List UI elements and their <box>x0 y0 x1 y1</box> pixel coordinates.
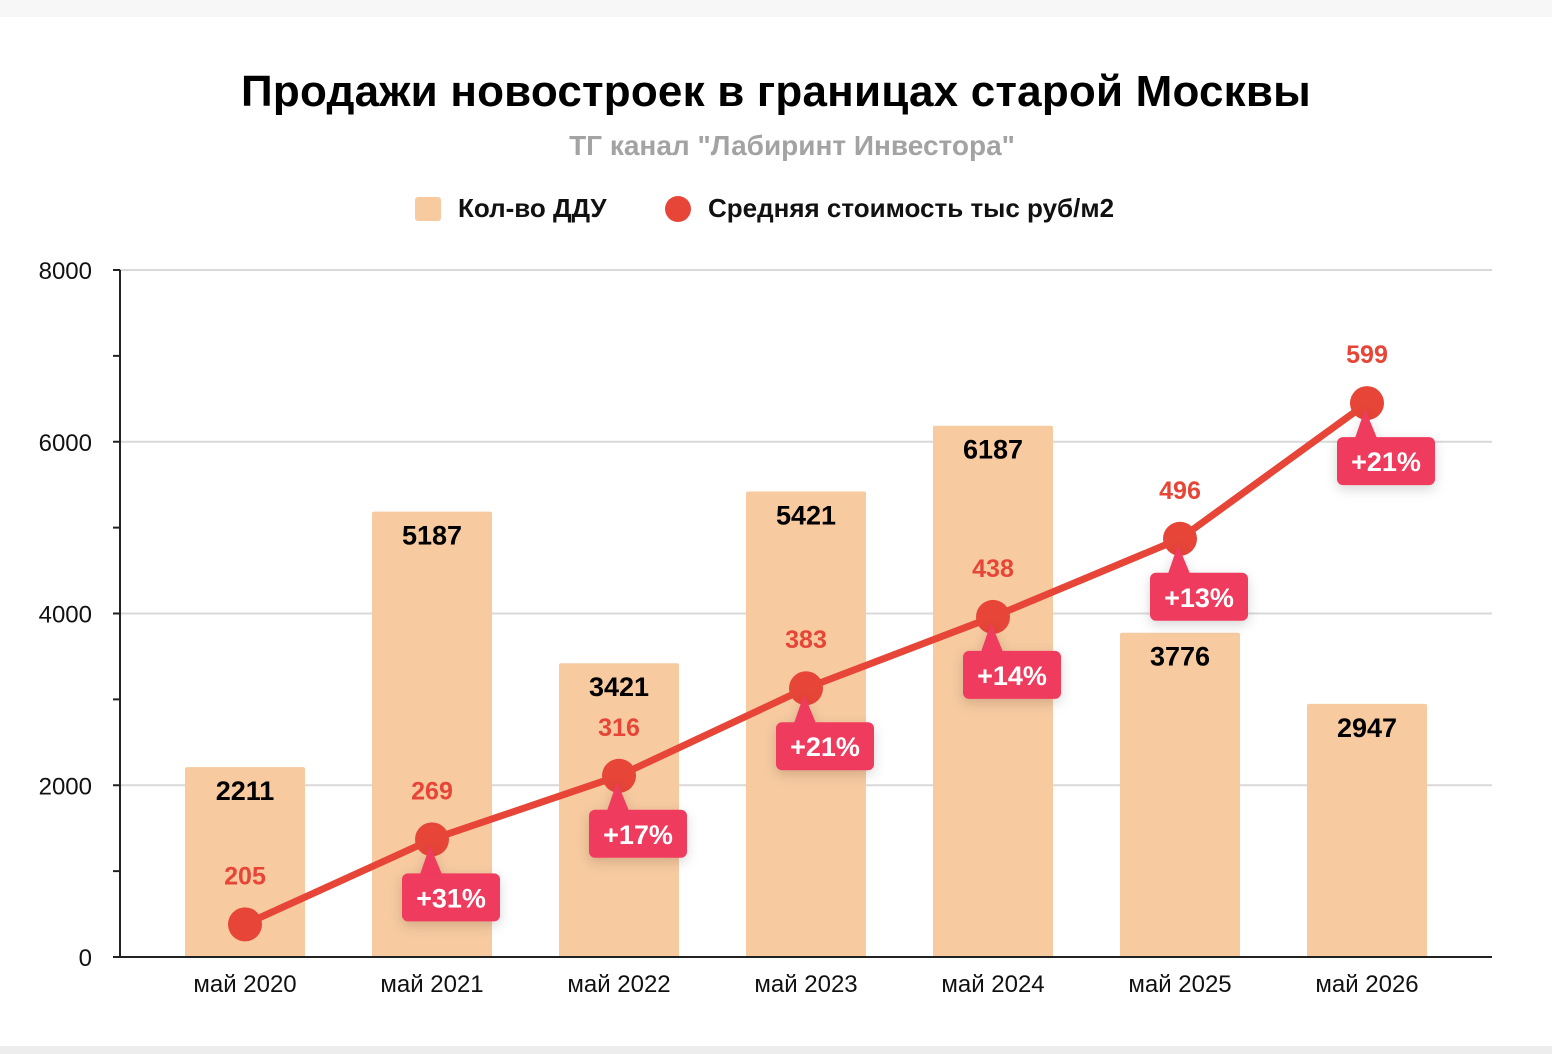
bar-value-label: 6187 <box>963 435 1023 465</box>
x-tick-label: май 2021 <box>380 971 483 998</box>
badge-box <box>1337 437 1435 486</box>
chart-title: Продажи новостроек в границах старой Мос… <box>241 67 1311 116</box>
bar[interactable] <box>1120 632 1240 957</box>
badge-box <box>402 873 500 922</box>
badge-pointer <box>981 622 1003 652</box>
legend-line-label: Средняя стоимость тыс руб/м2 <box>708 193 1115 223</box>
x-tick-label: май 2022 <box>567 971 670 998</box>
bar[interactable] <box>372 511 492 957</box>
bar-value-label: 3776 <box>1150 642 1210 672</box>
badge-box <box>776 722 874 771</box>
line-point[interactable] <box>228 907 262 942</box>
badge-box <box>1150 572 1248 621</box>
change-badge: +14% <box>963 622 1061 699</box>
point-value-label: 496 <box>1159 477 1201 505</box>
line-point[interactable] <box>1163 521 1197 556</box>
point-value-label: 599 <box>1346 341 1388 369</box>
legend-bar-swatch <box>415 197 441 221</box>
x-tick-label: май 2020 <box>193 971 296 998</box>
legend-dot-swatch <box>665 196 691 222</box>
change-badge: +21% <box>776 694 874 771</box>
bar-value-label: 2947 <box>1337 713 1397 743</box>
bar-value-label: 5421 <box>776 500 836 530</box>
badge-pointer <box>1355 409 1377 439</box>
x-tick-label: май 2025 <box>1128 971 1231 998</box>
bar-value-label: 3421 <box>589 672 649 702</box>
top-strip <box>0 0 1552 17</box>
change-badge: +31% <box>402 845 500 922</box>
badge-text: +21% <box>790 732 860 762</box>
badge-pointer <box>607 781 629 811</box>
legend-bars-label: Кол-во ДДУ <box>458 193 607 223</box>
line-point[interactable] <box>1350 386 1384 421</box>
point-value-label: 438 <box>972 555 1014 583</box>
chart-subtitle: ТГ канал "Лабиринт Инвестора" <box>569 130 1015 161</box>
badge-pointer <box>1168 544 1190 574</box>
badge-text: +17% <box>603 820 673 850</box>
badge-text: +31% <box>416 883 486 913</box>
line-point[interactable] <box>976 599 1010 634</box>
x-tick-label: май 2023 <box>754 971 857 998</box>
point-value-label: 205 <box>224 862 266 890</box>
change-badge: +21% <box>1337 409 1435 486</box>
y-tick-label: 8000 <box>39 258 92 285</box>
line-point[interactable] <box>602 758 636 793</box>
bar-value-label: 5187 <box>402 521 462 551</box>
bar-value-label: 2211 <box>216 776 275 806</box>
badge-text: +21% <box>1351 447 1421 477</box>
y-tick-label: 4000 <box>39 602 92 629</box>
badge-text: +14% <box>977 661 1047 691</box>
badge-pointer <box>794 694 816 724</box>
badge-pointer <box>420 845 442 875</box>
badge-box <box>589 809 687 858</box>
line-point[interactable] <box>789 671 823 706</box>
badge-text: +13% <box>1164 583 1234 613</box>
legend: Кол-во ДДУ Средняя стоимость тыс руб/м2 <box>0 188 1552 228</box>
y-tick-label: 0 <box>79 945 92 972</box>
bottom-strip <box>0 1046 1552 1054</box>
x-tick-label: май 2024 <box>941 971 1044 998</box>
y-tick-label: 6000 <box>39 430 92 457</box>
point-value-label: 383 <box>785 626 827 654</box>
point-value-label: 316 <box>598 714 640 742</box>
badge-box <box>963 650 1061 699</box>
change-badge: +13% <box>1150 544 1248 621</box>
line-point[interactable] <box>415 822 449 857</box>
change-badge: +17% <box>589 781 687 858</box>
bar[interactable] <box>1307 703 1427 957</box>
x-tick-label: май 2026 <box>1315 971 1418 998</box>
y-tick-label: 2000 <box>39 773 92 800</box>
point-value-label: 269 <box>411 777 453 805</box>
